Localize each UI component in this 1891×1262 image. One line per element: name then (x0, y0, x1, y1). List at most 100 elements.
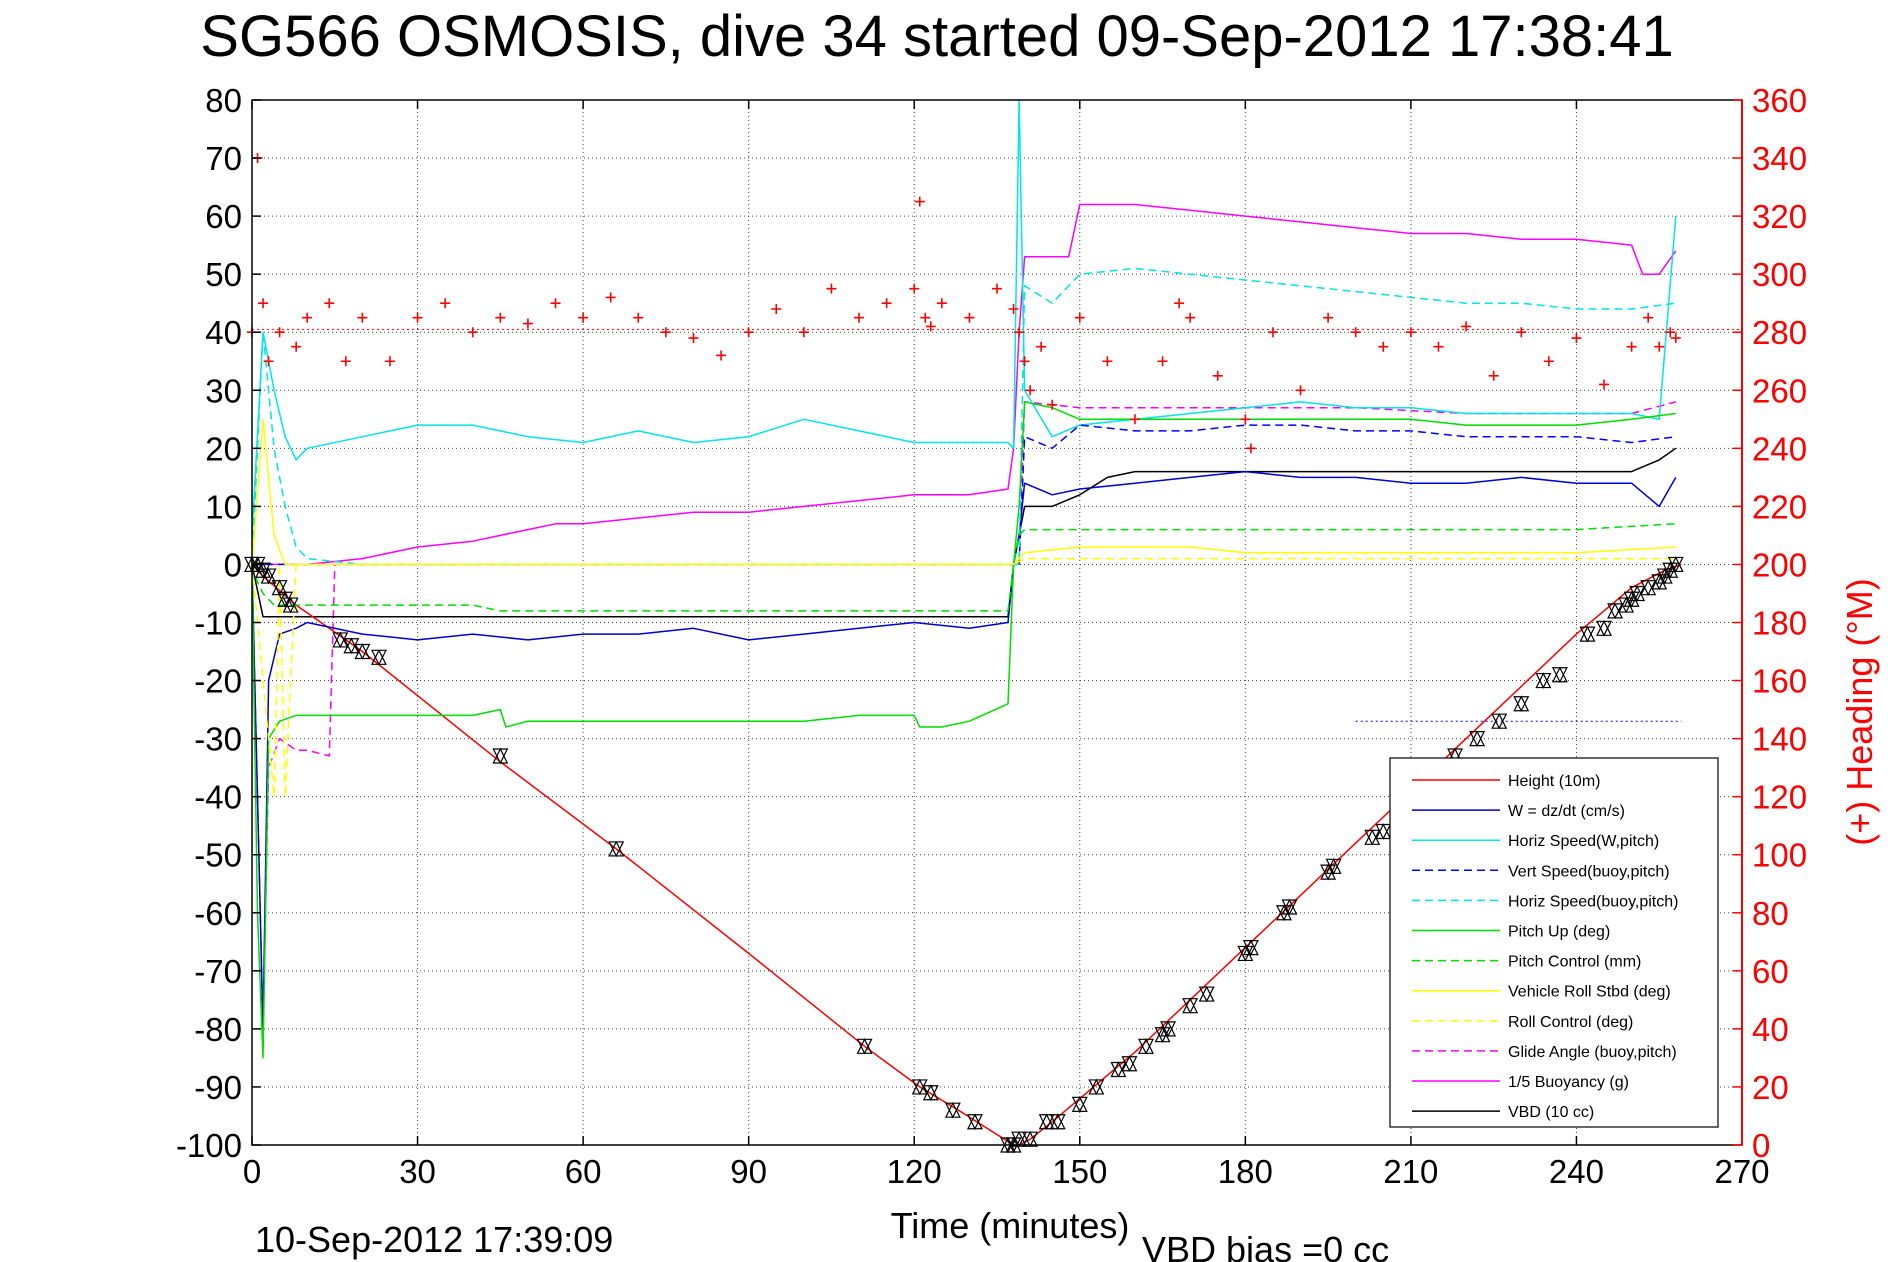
sample-marker-up (1088, 1078, 1105, 1095)
legend-label: Glide Angle (buoy,pitch) (1508, 1044, 1677, 1061)
legend-label: Horiz Speed(buoy,pitch) (1508, 893, 1678, 910)
sample-marker-up (1491, 712, 1508, 729)
sample-marker-down (1491, 713, 1508, 730)
sample-marker-up (1121, 1055, 1138, 1072)
y2-tick-label: 140 (1752, 721, 1807, 758)
heading-point (384, 356, 395, 367)
sample-marker-up (255, 561, 272, 578)
heading-point (263, 356, 274, 367)
sample-marker-up (1656, 567, 1673, 584)
x-tick-label: 60 (565, 1153, 602, 1190)
y2-tick-label: 200 (1752, 546, 1807, 583)
series-line-6 (251, 523, 1676, 612)
y2-tick-label: 120 (1752, 779, 1807, 816)
heading-point (1295, 385, 1306, 396)
y-tick-label: 0 (224, 546, 242, 583)
legend: Height (10m) W = dz/dt (cm/s) Horiz Speed(… (1389, 757, 1719, 1128)
legend-label: Pitch Up (deg) (1508, 924, 1610, 941)
sample-marker-up (944, 1101, 961, 1118)
series-line-2 (251, 99, 1677, 536)
sample-marker-up (1138, 1037, 1154, 1054)
heading-point (1543, 356, 1554, 367)
y-tick-label: 50 (205, 256, 242, 293)
series-line-4 (251, 267, 1676, 566)
sample-marker-up (1071, 1096, 1088, 1112)
y2-tick-label: 60 (1752, 953, 1789, 990)
y-tick-label: 20 (205, 430, 242, 467)
heading-point (550, 298, 561, 309)
heading-point (688, 333, 699, 344)
y-tick-label: 60 (205, 198, 242, 235)
y-tick-label: -30 (194, 721, 242, 758)
series-line-5 (251, 401, 1676, 1059)
heading-point (1047, 399, 1058, 410)
heading-point (1378, 341, 1389, 352)
heading-point (258, 298, 269, 309)
legend-label: VBD (10 cc) (1508, 1104, 1594, 1121)
heading-point (964, 312, 975, 323)
x-axis-label: Time (minutes) (891, 1205, 1130, 1246)
heading-point (660, 327, 671, 338)
heading-point (1267, 327, 1278, 338)
heading-point (1185, 312, 1196, 323)
x-tick-label: 90 (730, 1153, 767, 1190)
series-line-10 (252, 203, 1677, 566)
heading-point (1405, 327, 1416, 338)
sample-marker-up (1022, 1130, 1039, 1147)
heading-point (1571, 333, 1582, 344)
sample-marker-up (922, 1084, 939, 1101)
series-line-1 (251, 470, 1677, 1030)
heading-point (1245, 443, 1256, 454)
sample-marker-up (1629, 585, 1646, 602)
heading-point (1670, 333, 1681, 344)
legend-label: Vehicle Roll Stbd (deg) (1508, 984, 1671, 1001)
heading-point (920, 312, 931, 323)
y2-axis-ticks: 3603403203002802602402202001801601401201… (1733, 82, 1807, 1164)
y2-tick-label: 180 (1752, 605, 1807, 642)
sample-marker-down (1596, 620, 1613, 637)
y2-tick-label: 320 (1752, 198, 1807, 235)
sample-marker-up (1640, 579, 1657, 596)
sample-marker-up (1198, 985, 1215, 1002)
heading-point (1014, 327, 1025, 338)
heading-point (1008, 304, 1019, 314)
y-tick-label: 10 (205, 488, 242, 525)
sample-marker-up (1535, 672, 1552, 689)
heading-point (1488, 370, 1499, 381)
y-tick-label: 30 (205, 372, 242, 409)
heading-point (826, 283, 837, 294)
heading-point (1461, 321, 1472, 332)
heading-point (909, 283, 920, 294)
heading-point (633, 312, 644, 323)
heading-point (495, 312, 506, 323)
sample-marker-up (1623, 590, 1640, 607)
sample-marker-up (1320, 863, 1337, 880)
x-tick-label: 270 (1714, 1153, 1769, 1190)
heading-point (467, 327, 478, 338)
sample-marker-up (277, 590, 294, 607)
sample-marker-up (1364, 828, 1381, 845)
y2-axis-label: (+) Heading (°M) (1839, 578, 1880, 845)
heading-point (881, 298, 892, 309)
heading-point (1350, 327, 1361, 338)
heading-point (1174, 298, 1185, 309)
chart-title: SG566 OSMOSIS, dive 34 started 09-Sep-20… (200, 4, 1673, 69)
sample-marker-up (343, 637, 360, 654)
y2-tick-label: 160 (1752, 663, 1807, 700)
heading-point (925, 321, 936, 332)
x-tick-label: 0 (243, 1153, 261, 1190)
heading-point (412, 312, 423, 323)
y-tick-label: 70 (205, 140, 242, 177)
sample-marker-up (1375, 823, 1392, 840)
sample-marker-up (1667, 556, 1684, 573)
heading-point (291, 341, 302, 352)
heading-point (992, 283, 1002, 294)
sample-marker-up (260, 567, 277, 584)
heading-point (1599, 379, 1610, 390)
heading-point (324, 298, 335, 309)
y-tick-label: 40 (205, 314, 242, 351)
heading-point (1025, 385, 1036, 396)
heading-point (274, 327, 285, 338)
heading-point (1157, 356, 1168, 367)
sample-marker-up (370, 648, 387, 665)
